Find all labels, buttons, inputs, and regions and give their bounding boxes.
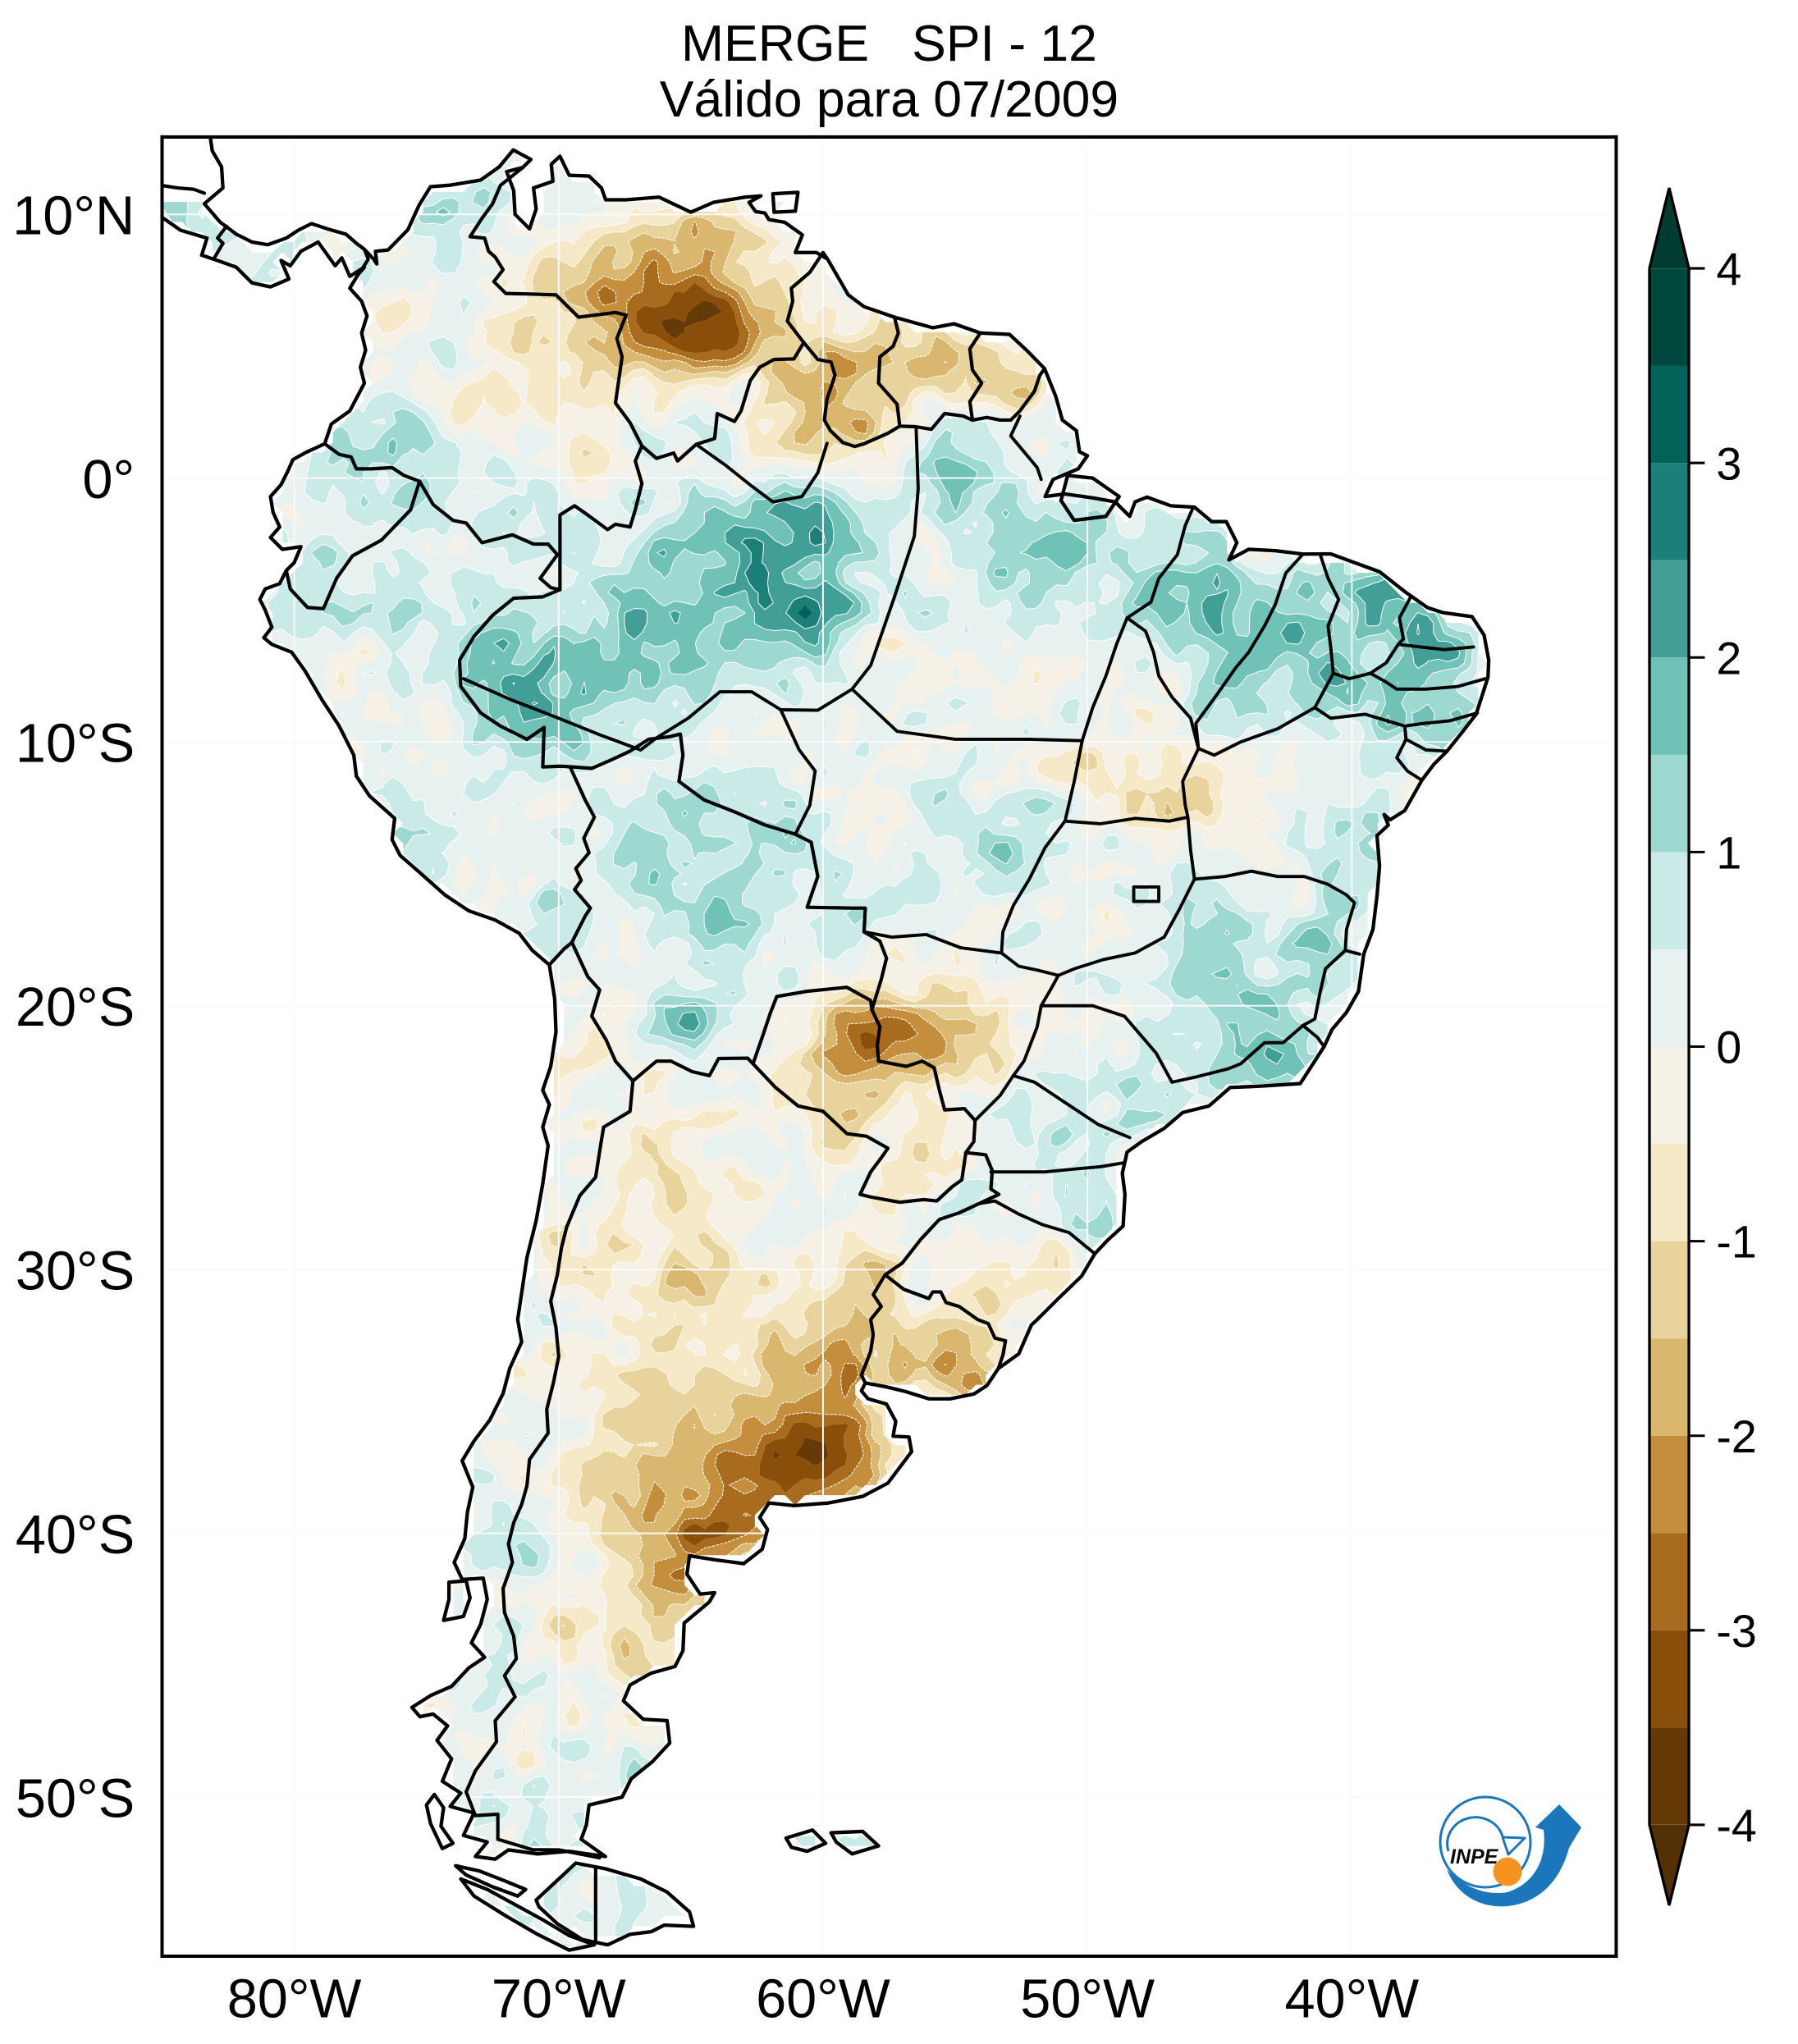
svg-text:Válido para 07/2009: Válido para 07/2009 bbox=[660, 71, 1119, 128]
svg-text:70°W: 70°W bbox=[492, 1969, 626, 2030]
svg-text:2: 2 bbox=[1716, 633, 1741, 684]
svg-text:40°S: 40°S bbox=[16, 1505, 135, 1566]
svg-text:30°S: 30°S bbox=[16, 1241, 135, 1301]
svg-text:10°S: 10°S bbox=[16, 713, 135, 774]
svg-text:50°W: 50°W bbox=[1020, 1969, 1155, 2030]
svg-text:40°W: 40°W bbox=[1284, 1969, 1419, 2030]
svg-text:20°S: 20°S bbox=[16, 977, 135, 1038]
svg-text:-4: -4 bbox=[1716, 1800, 1756, 1851]
svg-text:3: 3 bbox=[1716, 438, 1741, 489]
svg-text:-2: -2 bbox=[1716, 1411, 1756, 1462]
svg-text:0: 0 bbox=[1716, 1022, 1741, 1073]
svg-text:0°: 0° bbox=[82, 450, 135, 510]
svg-text:4: 4 bbox=[1716, 244, 1741, 295]
svg-text:MERGE SPI - 12: MERGE SPI - 12 bbox=[681, 15, 1097, 72]
svg-text:10°N: 10°N bbox=[12, 185, 135, 246]
svg-text:INPE: INPE bbox=[1450, 1845, 1499, 1868]
svg-text:-3: -3 bbox=[1716, 1606, 1756, 1657]
svg-text:50°S: 50°S bbox=[16, 1768, 135, 1829]
svg-text:60°W: 60°W bbox=[756, 1969, 890, 2030]
svg-text:-1: -1 bbox=[1716, 1217, 1756, 1268]
svg-text:80°W: 80°W bbox=[227, 1969, 362, 2030]
svg-text:1: 1 bbox=[1716, 828, 1741, 879]
